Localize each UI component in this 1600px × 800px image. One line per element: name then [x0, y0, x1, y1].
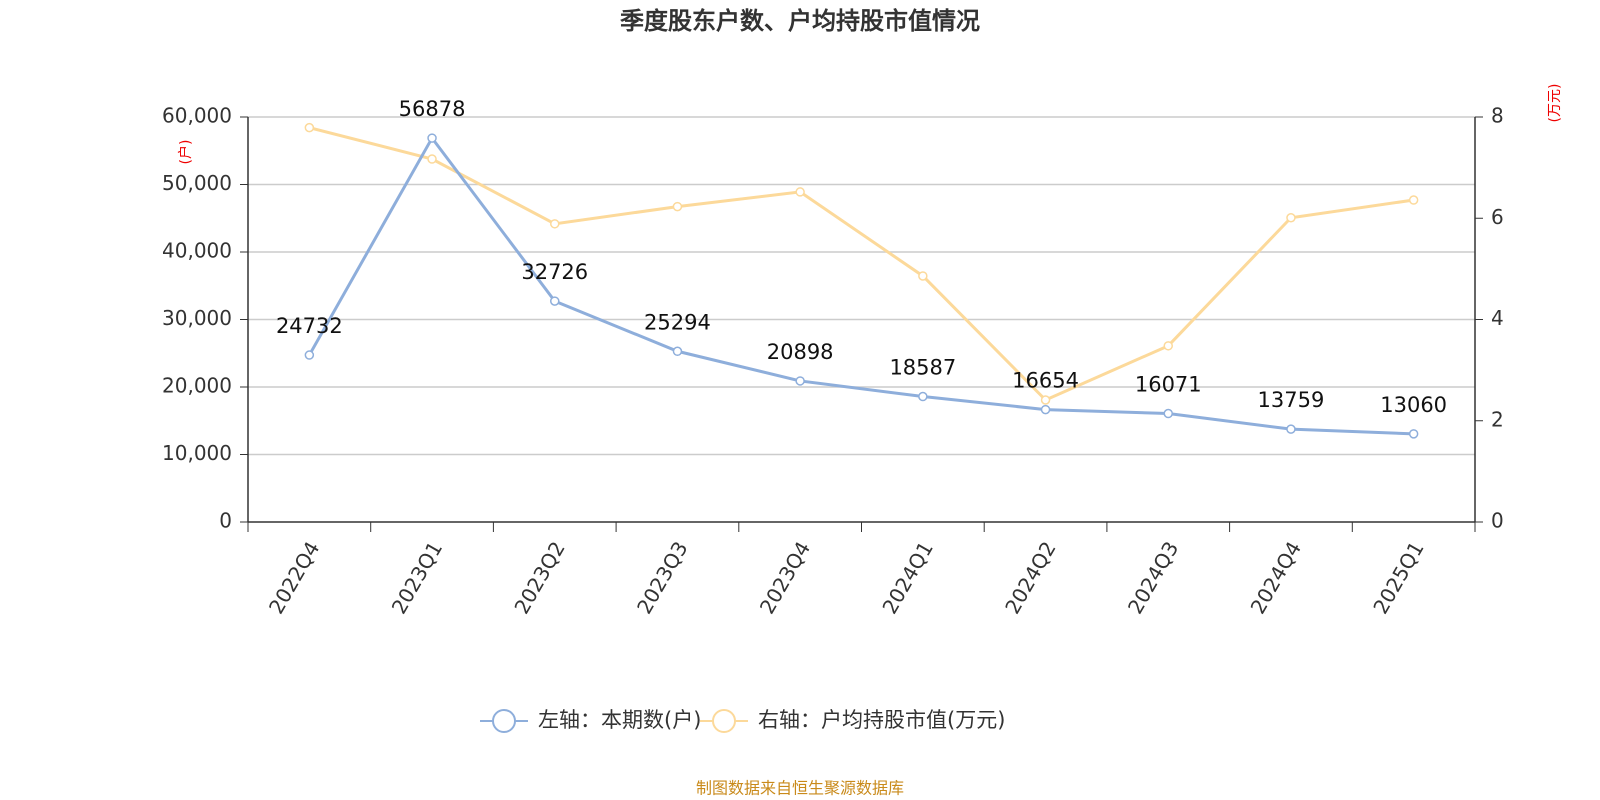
x-tick-label: 2024Q1: [877, 537, 937, 618]
y2-tick-label: 4: [1491, 306, 1504, 330]
data-point: [1163, 408, 1173, 419]
data-point: [672, 201, 683, 212]
data-point: [1040, 395, 1051, 405]
y-tick-label: 50,000: [162, 171, 232, 195]
y-tick-label: 40,000: [162, 239, 232, 263]
y-tick-label: 0: [219, 509, 232, 533]
x-tick-label: 2023Q1: [387, 537, 447, 618]
legend-marker: [492, 709, 516, 733]
legend-marker: [712, 709, 736, 733]
y-tick-label: 30,000: [162, 306, 232, 330]
data-point: [918, 391, 928, 402]
data-point: [304, 350, 315, 360]
y2-tick-label: 8: [1491, 104, 1504, 128]
data-label: 32726: [521, 260, 588, 284]
data-point: [672, 346, 683, 357]
y2-unit-label: (万元): [1547, 84, 1563, 123]
data-point: [550, 296, 560, 306]
data-point: [1040, 404, 1051, 415]
data-point: [1286, 424, 1296, 434]
x-tick-label: 2023Q4: [755, 537, 815, 618]
y2-tick-label: 6: [1491, 205, 1504, 229]
data-point: [1286, 212, 1296, 223]
data-label: 16654: [1012, 369, 1079, 393]
source-note: 制图数据来自恒生聚源数据库: [696, 779, 904, 798]
data-label: 56878: [399, 97, 466, 121]
y2-tick-label: 0: [1491, 509, 1504, 533]
legend-label: 右轴：户均持股市值(万元): [758, 708, 1005, 732]
data-point: [795, 376, 805, 386]
data-point: [427, 133, 437, 143]
x-tick-label: 2025Q1: [1368, 537, 1428, 618]
data-point: [1408, 429, 1419, 439]
data-point: [918, 271, 928, 281]
x-tick-label: 2022Q4: [264, 537, 324, 618]
x-tick-label: 2024Q2: [1000, 537, 1060, 618]
x-tick-label: 2024Q4: [1246, 537, 1306, 618]
y-tick-label: 60,000: [162, 104, 232, 128]
data-label: 13759: [1258, 388, 1325, 412]
data-point: [550, 219, 560, 229]
y-unit-label: (户): [177, 140, 194, 165]
data-label: 13060: [1380, 393, 1447, 417]
series-line: [308, 126, 1414, 402]
data-label: 25294: [644, 310, 711, 334]
data-point: [795, 187, 805, 197]
data-point: [1163, 341, 1173, 351]
y-tick-label: 10,000: [162, 441, 232, 465]
y-tick-label: 20,000: [162, 374, 232, 398]
data-label: 16071: [1135, 373, 1202, 397]
data-point: [427, 154, 437, 164]
chart-title: 季度股东户数、户均持股市值情况: [620, 7, 980, 35]
data-label: 24732: [276, 314, 343, 338]
series-line: [308, 135, 1414, 436]
x-tick-label: 2023Q2: [509, 537, 569, 618]
x-tick-label: 2024Q3: [1123, 537, 1183, 618]
y2-tick-label: 2: [1491, 407, 1504, 431]
data-point: [304, 122, 315, 133]
x-tick-label: 2023Q3: [632, 537, 692, 618]
data-label: 18587: [889, 356, 956, 380]
data-label: 20898: [767, 340, 834, 364]
data-point: [1408, 195, 1419, 205]
legend-label: 左轴：本期数(户): [538, 708, 701, 732]
